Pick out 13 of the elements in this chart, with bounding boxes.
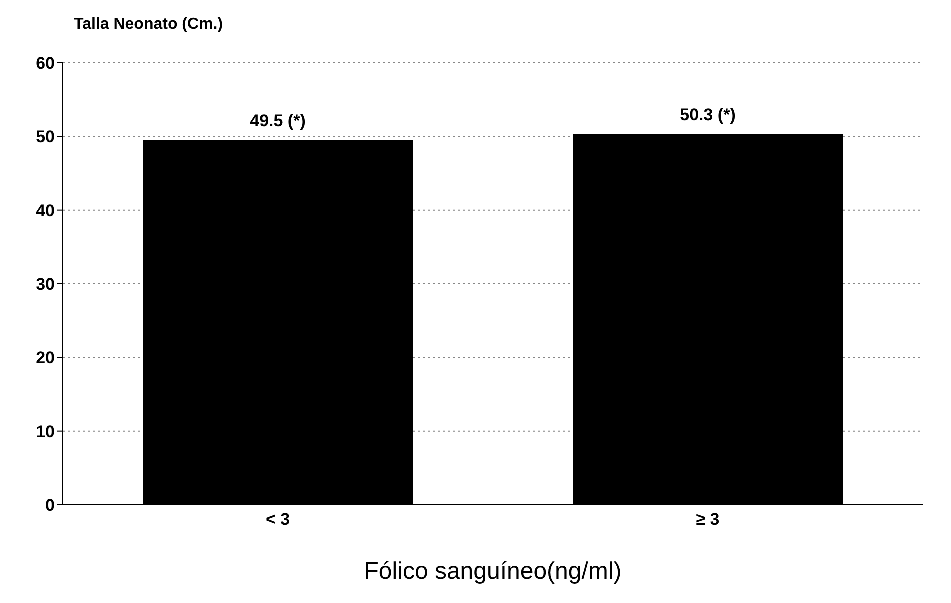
y-tick-label: 60: [36, 54, 55, 74]
y-tick-label: 40: [36, 201, 55, 220]
x-tick-label: < 3: [266, 510, 290, 530]
y-tick-label: 10: [36, 422, 55, 442]
y-tick-label: 0: [46, 496, 55, 516]
data-label: 49.5 (*): [250, 111, 306, 130]
x-axis-title: Fólico sanguíneo(ng/ml): [364, 558, 622, 585]
y-axis-title: Talla Neonato (Cm.): [74, 16, 224, 34]
data-label: 50.3 (*): [680, 105, 736, 124]
y-tick-label: 30: [36, 275, 55, 294]
y-tick-label: 50: [36, 128, 55, 147]
x-tick-label: ≥ 3: [696, 510, 720, 530]
y-tick-label: 20: [36, 348, 55, 368]
